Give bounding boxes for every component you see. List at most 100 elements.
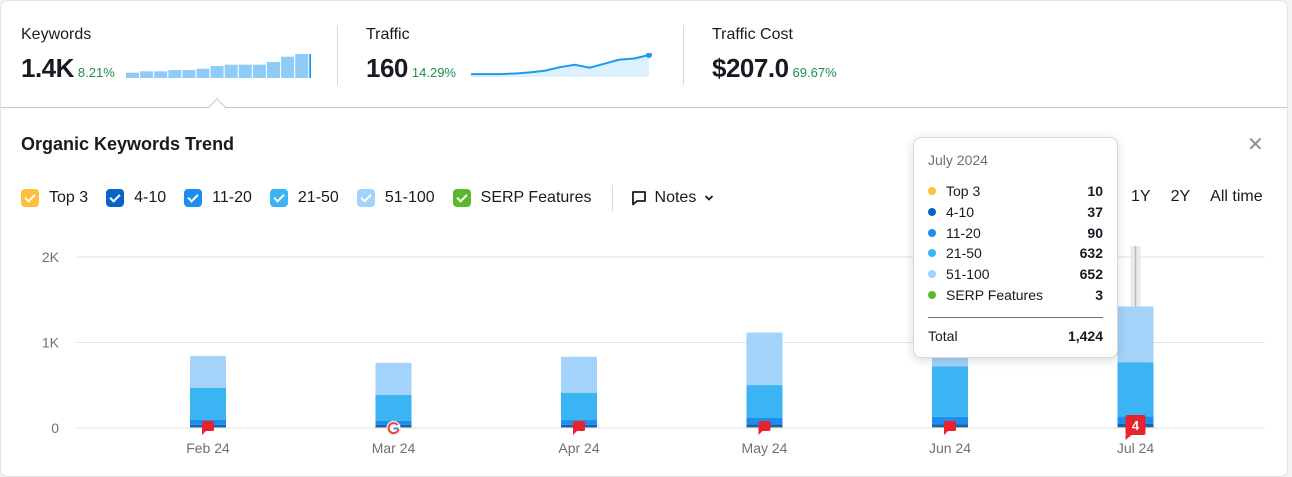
metric-divider — [683, 25, 684, 85]
tooltip-row-value: 3 — [1095, 286, 1103, 303]
tooltip-row-label: Top 3 — [946, 183, 981, 200]
filter-label: SERP Features — [480, 189, 592, 206]
sparkline-bar — [126, 72, 139, 78]
filter-label: 51-100 — [384, 189, 435, 206]
sparkline-bar — [309, 54, 311, 78]
filter-label: 21-50 — [297, 189, 339, 206]
period-all-time[interactable]: All time — [1210, 188, 1263, 205]
notes-dropdown[interactable]: Notes — [631, 189, 715, 207]
panel-title: Organic Keywords Trend — [21, 134, 235, 154]
legend-dot-icon — [928, 187, 936, 196]
sparkline-line — [471, 54, 650, 76]
keywords-metric[interactable]: Keywords 1.4K 8.21% — [21, 25, 321, 85]
tooltip-row: 21-50 632 — [928, 243, 1103, 264]
sparkline-bar — [140, 71, 154, 78]
x-tick-label: Jul 24 — [1117, 440, 1155, 456]
note-flag-icon — [202, 421, 214, 431]
filter-serp-features[interactable]: SERP Features — [452, 189, 592, 207]
y-tick-label: 1K — [42, 335, 60, 351]
keywords-sparkline — [126, 54, 311, 78]
tooltip-total-label: Total — [928, 328, 958, 345]
traffic-sparkline — [471, 53, 652, 77]
y-tick-label: 2K — [42, 249, 60, 265]
series-filters: Top 3 4-10 11-20 21-50 51-100 SERP Featu… — [21, 185, 715, 211]
filter-top-3[interactable]: Top 3 — [21, 189, 88, 207]
tooltip-row-value: 90 — [1087, 224, 1103, 241]
traffic-cost-label: Traffic Cost — [712, 26, 793, 43]
keywords-change: 8.21% — [77, 65, 115, 80]
filter-4-10[interactable]: 4-10 — [106, 189, 166, 207]
bar-segment — [561, 392, 597, 421]
tooltip-row-value: 632 — [1079, 245, 1103, 262]
traffic-cost-value: $207.0 — [712, 53, 789, 83]
note-flag-tail — [758, 430, 764, 435]
tooltip-row: Top 3 10 — [928, 181, 1103, 202]
period-selector: 1Y 2Y All time — [1131, 188, 1263, 206]
period-1y[interactable]: 1Y — [1131, 188, 1151, 205]
tooltip-total: Total 1,424 — [928, 328, 1103, 344]
checkbox-icon[interactable] — [21, 189, 39, 207]
bar-segment — [190, 387, 226, 420]
checkbox-icon[interactable] — [269, 189, 288, 207]
checkbox-icon[interactable] — [452, 189, 471, 207]
filter-label: 11-20 — [212, 189, 252, 206]
filter-21-50[interactable]: 21-50 — [269, 189, 339, 207]
bar-segment — [561, 356, 597, 393]
bar-segment — [746, 332, 783, 386]
notes-count-label: 4 — [1132, 418, 1140, 433]
sparkline-area — [471, 55, 649, 77]
legend-dot-icon — [928, 249, 936, 258]
notes-count-badge — [1125, 415, 1146, 435]
tooltip-row-value: 37 — [1087, 204, 1103, 221]
filter-11-20[interactable]: 11-20 — [184, 189, 252, 207]
sparkline-bar — [168, 70, 182, 78]
note-flag-icon — [944, 421, 956, 431]
checkbox-icon[interactable] — [106, 189, 125, 207]
bar-segment — [1117, 362, 1154, 417]
checkbox-icon[interactable] — [356, 189, 375, 207]
traffic-change: 14.29% — [411, 65, 456, 80]
tooltip-row: 11-20 90 — [928, 222, 1103, 243]
chevron-down-icon — [705, 195, 714, 201]
note-flag-tail — [202, 430, 207, 435]
metrics-strip: Keywords 1.4K 8.21% Traffic 160 14.29% T… — [1, 1, 1287, 108]
sparkline-bar — [252, 64, 266, 78]
x-tick-label: Mar 24 — [372, 440, 416, 456]
keywords-value: 1.4K — [21, 53, 74, 83]
note-flag-icon — [758, 421, 771, 431]
google-g-arc — [387, 422, 400, 435]
sparkline-bar — [196, 68, 210, 78]
tooltip-divider — [928, 317, 1103, 319]
tooltip-row-value: 10 — [1087, 183, 1103, 200]
tooltip-title: July 2024 — [928, 152, 988, 168]
traffic-cost-metric[interactable]: Traffic Cost $207.0 69.67% — [712, 25, 1012, 85]
x-tick-label: Feb 24 — [186, 440, 230, 456]
close-icon[interactable]: ✕ — [1247, 134, 1264, 156]
x-tick-label: Jun 24 — [929, 440, 971, 456]
sparkline-bar — [281, 56, 295, 78]
tooltip-row: SERP Features 3 — [928, 284, 1103, 305]
traffic-metric[interactable]: Traffic 160 14.29% — [366, 25, 666, 85]
filter-label: 4-10 — [134, 189, 167, 206]
sparkline-bar — [238, 64, 252, 78]
bar-segment — [932, 416, 968, 425]
checkbox-icon[interactable] — [184, 189, 203, 207]
comment-icon — [631, 191, 646, 206]
bar-segment — [190, 355, 226, 388]
traffic-value: 160 — [366, 53, 408, 83]
sparkline-bar — [210, 66, 224, 78]
filter-51-100[interactable]: 51-100 — [356, 189, 435, 207]
sparkline-bar — [154, 71, 168, 78]
bar-segment — [375, 394, 412, 421]
traffic-label: Traffic — [366, 26, 410, 43]
tooltip-total-value: 1,424 — [1067, 328, 1103, 345]
tooltip-row-label: SERP Features — [946, 286, 1044, 303]
note-flag-icon — [573, 421, 585, 431]
notes-count-tail — [1125, 435, 1132, 440]
tooltip-row-label: 4-10 — [946, 204, 975, 221]
traffic-cost-change: 69.67% — [792, 65, 837, 80]
period-2y[interactable]: 2Y — [1170, 188, 1191, 205]
filter-divider — [611, 185, 613, 211]
sparkline-bar — [267, 62, 280, 78]
filter-label: Top 3 — [49, 189, 89, 206]
